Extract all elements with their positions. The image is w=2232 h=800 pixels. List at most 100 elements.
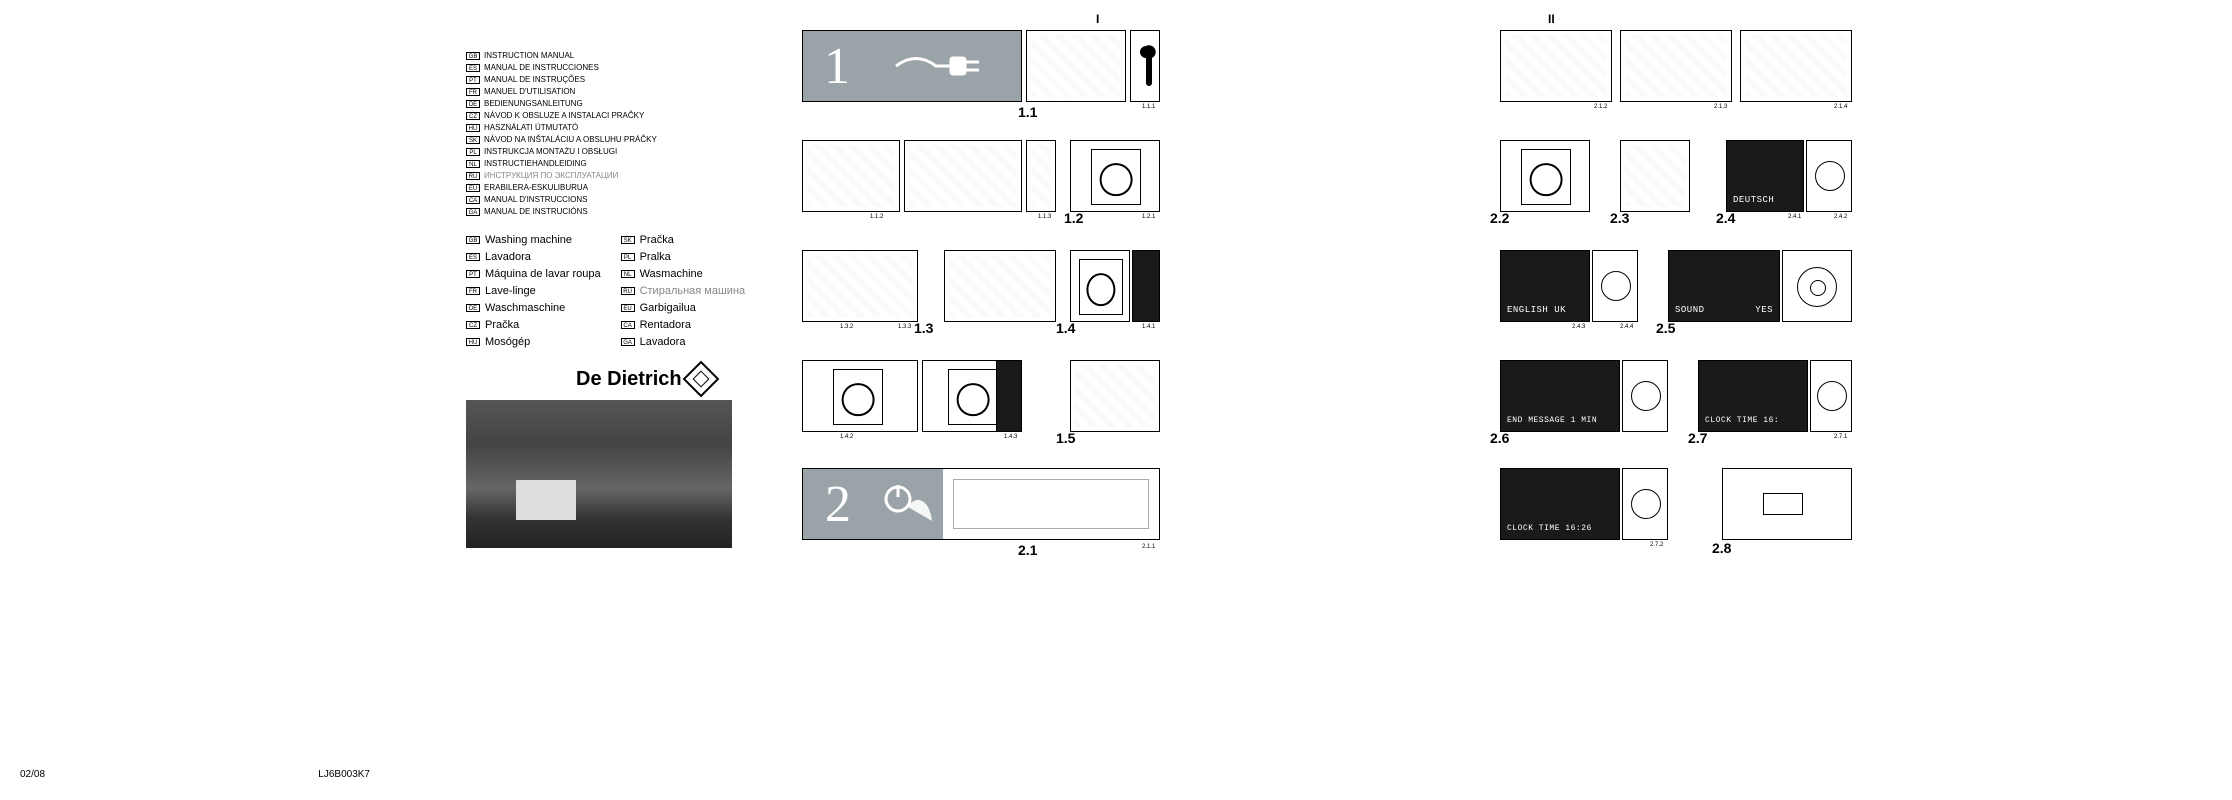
step-1-banner: 1 [802,30,1022,102]
lang-code: PL [621,253,635,261]
dial-panel [1782,250,1852,322]
lang-code: SK [466,136,480,144]
lang-code: GA [466,208,480,216]
product-name: Waschmaschine [485,302,565,314]
footer-code: LJ6B003K7 [318,769,370,780]
step-number: 1 [803,31,871,101]
sub-label: 2.7.2 [1650,542,1663,548]
lang-code: CA [466,196,480,204]
lang-code: EU [466,184,480,192]
product-name: Mosógép [485,336,530,348]
sub-label: 2.4.2 [1834,214,1847,220]
diagram-panel-dark [996,360,1022,432]
product-name: Lave-linge [485,285,536,297]
manual-title: BEDIENUNGSANLEITUNG [484,98,583,110]
lcd-text: YES [1755,305,1773,315]
power-touch-icon [873,469,943,539]
diagram-panel [1620,140,1690,212]
sub-label: 1.3.3 [898,324,911,330]
diagram-panel [1026,140,1056,212]
lcd-panel-english: ENGLISH UK [1500,250,1590,322]
kitchen-photo [466,400,732,548]
product-name: Pračka [640,234,674,246]
control-panel-illustration [943,469,1159,539]
sub-label: 2.4.4 [1620,324,1633,330]
manual-title: INSTRUCTION MANUAL [484,50,574,62]
product-name: Стиральная машина [640,285,746,297]
step-label: 1.2 [1064,210,1083,226]
product-name: Wasmachine [640,268,703,280]
step-2-banner: 2 [802,468,1160,540]
sub-label: 1.1.3 [1038,214,1051,220]
lang-code: SK [621,236,635,244]
lang-code: FR [466,88,480,96]
sub-label: 1.4.3 [1004,434,1017,440]
manual-title: NÁVOD NA INŠTALÁCIU A OBSLUHU PRÁČKY [484,134,657,146]
sub-label: 1.4.1 [1142,324,1155,330]
lang-code: CZ [466,112,480,120]
lcd-panel-clock1: CLOCK TIME 16: [1698,360,1808,432]
diagram-panel [802,360,918,432]
sub-label: 2.4.3 [1572,324,1585,330]
product-name-list: GBWashing machine ESLavadora PTMáquina d… [466,234,745,348]
diagram-panel [1500,30,1612,102]
lang-code: PL [466,148,480,156]
diagram-page-2: 2.1.2 2.1.3 2.1.4 2.2 2.3 DEUTSCH 2.4 2.… [1500,0,2232,800]
lang-code: ES [466,253,480,261]
step-label: 2.4 [1716,210,1735,226]
step-label: 1.5 [1056,430,1075,446]
plug-icon [871,31,1021,101]
step-label: 2.6 [1490,430,1509,446]
lang-code: EU [621,304,635,312]
dial-panel [1622,468,1668,540]
step-label: 1.3 [914,320,933,336]
product-name: Washing machine [485,234,572,246]
lcd-panel-sound: SOUND YES [1668,250,1780,322]
step-number: 2 [803,469,873,539]
lang-code: CZ [466,321,480,329]
manual-title: MANUAL DE INSTRUÇÕES [484,74,585,86]
diagram-panel [1070,250,1130,322]
manual-titles-list: GBINSTRUCTION MANUAL ESMANUAL DE INSTRUC… [466,50,657,218]
lang-code: HU [466,124,480,132]
lang-code: ES [466,64,480,72]
lcd-text: CLOCK TIME 16: [1705,416,1779,425]
sub-label: 1.1.1 [1142,104,1155,110]
lang-code: CA [621,321,635,329]
diagram-panel [1070,360,1160,432]
sub-label: 2.1.4 [1834,104,1847,110]
diagram-panel [802,250,918,322]
lang-code: PT [466,76,480,84]
diagram-panel [1500,140,1590,212]
lcd-text: SOUND [1675,305,1705,315]
lang-code: GA [621,338,635,346]
dial-panel [1806,140,1852,212]
manual-title: INSTRUKCJA MONTAŻU I OBSŁUGI [484,146,617,158]
lang-code: DE [466,304,480,312]
manual-title: ERABILERA-ESKULIBURUA [484,182,588,194]
diagram-panel-dark [1132,250,1160,322]
lcd-panel-deutsch: DEUTSCH [1726,140,1804,212]
lang-code: DE [466,100,480,108]
lcd-text: ENGLISH UK [1507,305,1566,315]
manual-title: MANUAL DE INSTRUCCIONES [484,62,599,74]
step-label: 2.5 [1656,320,1675,336]
brand-logo-block: De Dietrich [576,366,714,392]
lcd-panel-clock2: CLOCK TIME 16:26 [1500,468,1620,540]
footer-date: 02/08 [20,769,45,780]
manual-title: MANUEL D'UTILISATION [484,86,575,98]
lang-code: NL [466,160,480,168]
sub-label: 1.2.1 [1142,214,1155,220]
diagram-panel [802,140,900,212]
product-name: Máquina de lavar roupa [485,268,601,280]
step-label: 2.8 [1712,540,1731,556]
dial-panel [1592,250,1638,322]
lcd-text: END MESSAGE 1 MIN [1507,416,1597,425]
step-label: 2.7 [1688,430,1707,446]
product-name: Lavadora [640,336,686,348]
lang-code: RU [621,287,635,295]
sub-label: 2.7.1 [1834,434,1847,440]
lang-code: GB [466,236,480,244]
lcd-text: CLOCK TIME 16:26 [1507,524,1592,533]
diagram-panel [1026,30,1126,102]
